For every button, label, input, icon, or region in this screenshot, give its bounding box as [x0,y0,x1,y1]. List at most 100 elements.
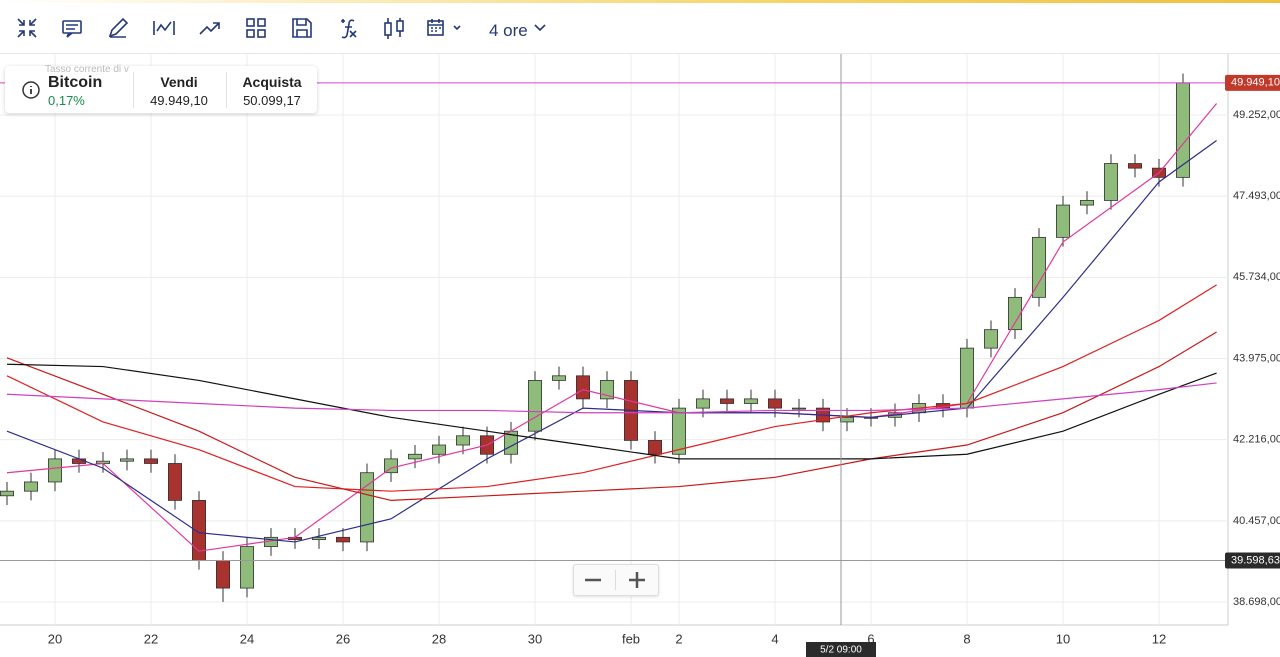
y-tick-label: 43.975,00 [1233,352,1280,364]
y-tick-label: 42.216,00 [1233,434,1280,446]
candle-body [23,481,38,492]
candle-body [1031,236,1046,298]
candle-body [1127,163,1142,169]
candle-body [527,380,542,432]
y-tick-label: 45.734,00 [1233,271,1280,283]
crosshair-x-label: 5/2 09:00 [820,645,862,656]
moving-average [6,139,1217,543]
x-tick-label: 8 [963,631,970,646]
x-tick-label: 26 [336,631,350,646]
x-tick-label: 12 [1152,631,1166,646]
divider [226,72,227,108]
sell-price[interactable]: 49.949,10 [150,93,208,108]
candle-body [839,416,854,423]
candle-body [215,559,230,589]
y-tick-label: 47.493,00 [1233,190,1280,202]
candle-body [143,458,158,464]
crosshair-y-box [1225,552,1280,569]
zoom-out[interactable] [584,572,602,588]
candle-body [1055,204,1070,238]
candle-body [575,375,590,400]
candle-body [1175,82,1190,178]
candle-body [359,472,374,543]
divider [615,570,616,590]
buy-label: Acquista [242,74,302,90]
moving-average [6,363,1217,460]
y-tick-label: 40.457,00 [1233,515,1280,527]
interval-selector[interactable]: 4 ore [489,21,528,40]
candle-body [167,463,182,501]
buy-price[interactable]: 50.099,17 [243,93,301,108]
candle-body [743,398,758,404]
divider [133,72,134,108]
candle-body [647,440,662,455]
plot [0,54,1228,625]
instrument-panel: Tasso corrente di v Bitcoin 0,17% Vendi … [5,64,317,113]
candle-body [695,398,710,409]
candle-icon[interactable] [383,17,405,39]
x-tick-label: 10 [1056,631,1070,646]
candle-body [671,407,686,455]
axes: 38.698,00 40.457,00 42.216,00 43.975,00 45.7… [48,74,1280,657]
moving-average [6,382,1217,414]
draw-icon[interactable] [107,17,129,39]
x-tick-label: 30 [528,631,542,646]
y-tick-label: 38.698,00 [1233,596,1280,608]
sell-label: Vendi [160,74,198,90]
crosshair-x-box [805,642,876,657]
x-tick-label: 28 [432,631,446,646]
candle-body [767,398,782,409]
y-tick-label: 49.252,00 [1233,109,1280,121]
notes-icon[interactable] [61,17,83,39]
layout-icon[interactable] [245,17,267,39]
candle-body [335,536,350,543]
candle-body [983,329,998,349]
grid [0,54,1228,625]
x-tick-label: 24 [240,631,254,646]
candle-body [1007,296,1022,331]
collapse-icon[interactable] [16,17,38,39]
interval-caret[interactable] [533,21,547,35]
last-price-label: 49.949,10 [1231,77,1280,89]
candle-body [0,490,14,497]
caption: Tasso corrente di v [45,64,129,75]
last-price-box [1225,74,1280,91]
x-tick-label: feb [622,631,640,646]
x-tick-label: 20 [48,631,62,646]
candle-body [791,407,806,410]
candle-body [719,398,734,404]
calendar-icon[interactable] [427,17,463,39]
indicator-icon[interactable] [153,17,175,39]
candle-body [407,453,422,460]
x-tick-label: 6 [867,631,874,646]
instrument-name: Bitcoin [48,74,103,91]
candle-body [959,347,974,409]
candle-body [431,444,446,455]
top-accent [0,0,1280,3]
function-icon[interactable] [337,17,359,39]
crosshair-y-label: 39.598,63 [1231,554,1280,566]
zoom-in[interactable] [628,571,646,589]
moving-average [6,331,1217,502]
moving-average [6,284,1217,492]
save-icon[interactable] [291,17,313,39]
zoom-controls [573,564,659,596]
toolbar: 4 ore [0,3,1280,54]
candle-body [455,435,470,446]
candle-body [47,458,62,483]
moving-average [6,103,1218,552]
trend-icon[interactable] [199,17,221,39]
x-tick-label: 4 [771,631,778,646]
candle-body [311,536,326,541]
x-tick-label: 2 [675,631,682,646]
candle-body [383,458,398,474]
candle-body [551,375,566,381]
instrument-change: 0,17% [48,93,85,108]
info-icon[interactable] [21,80,41,100]
candle-body [119,458,134,462]
x-tick-label: 22 [144,631,158,646]
candle-body [239,546,254,589]
candle-body [1103,163,1118,201]
